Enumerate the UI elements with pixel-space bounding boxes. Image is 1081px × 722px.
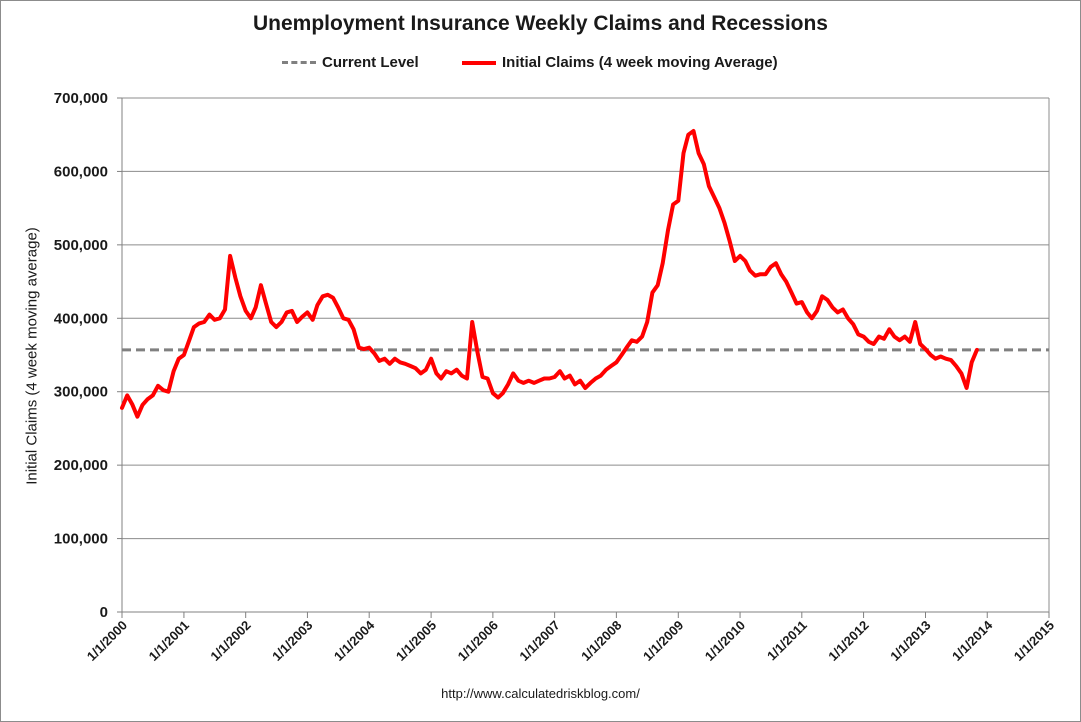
x-tick-label: 1/1/2009	[640, 618, 686, 664]
legend-item-initial-claims: Initial Claims (4 week moving Average)	[462, 54, 778, 71]
y-tick-label: 0	[100, 604, 108, 621]
x-tick-label: 1/1/2011	[764, 618, 810, 664]
y-tick-labels: 0 100,000 200,000 300,000 400,000 500,000 600,…	[54, 90, 108, 621]
x-tick-label: 1/1/2000	[84, 618, 130, 664]
x-tick-label: 1/1/2001	[146, 618, 192, 664]
x-tick-label: 1/1/2006	[455, 618, 501, 664]
x-tick-label: 1/1/2015	[1011, 618, 1057, 664]
y-tick-label: 200,000	[54, 457, 108, 474]
x-tick-labels: 1/1/2000 1/1/2001 1/1/2002 1/1/2003 1/1/2004…	[84, 617, 1057, 664]
x-tick-label: 1/1/2010	[702, 618, 748, 664]
x-tick-label: 1/1/2013	[887, 618, 933, 664]
chart-legend: Current Level Initial Claims (4 week mov…	[0, 54, 1081, 76]
x-tick-label: 1/1/2014	[949, 617, 996, 664]
x-tick-label: 1/1/2003	[269, 618, 315, 664]
x-tick-label: 1/1/2007	[516, 618, 562, 664]
gridlines	[122, 97, 1049, 540]
source-url: http://www.calculatedriskblog.com/	[441, 686, 640, 701]
axes	[117, 97, 1050, 618]
y-tick-label: 300,000	[54, 384, 108, 401]
legend-swatch-solid	[462, 60, 496, 65]
chart-title: Unemployment Insurance Weekly Claims and…	[253, 12, 828, 35]
legend-swatch-dashed	[282, 61, 316, 64]
x-tick-label: 1/1/2008	[578, 618, 624, 664]
y-tick-label: 700,000	[54, 90, 108, 107]
series-group	[120, 129, 1049, 419]
x-tick-label: 1/1/2005	[393, 618, 439, 664]
legend-label-current-level: Current Level	[322, 54, 419, 71]
legend-label-initial-claims: Initial Claims (4 week moving Average)	[502, 54, 778, 71]
x-tick-label: 1/1/2002	[207, 618, 253, 664]
y-tick-label: 100,000	[54, 531, 108, 548]
x-tick-label: 1/1/2004	[331, 617, 378, 664]
y-tick-label: 600,000	[54, 163, 108, 180]
y-tick-label: 500,000	[54, 237, 108, 254]
initial-claims-line	[120, 129, 979, 419]
y-tick-label: 400,000	[54, 310, 108, 327]
x-tick-label: 1/1/2012	[825, 618, 871, 664]
legend-item-current-level: Current Level	[282, 54, 419, 71]
